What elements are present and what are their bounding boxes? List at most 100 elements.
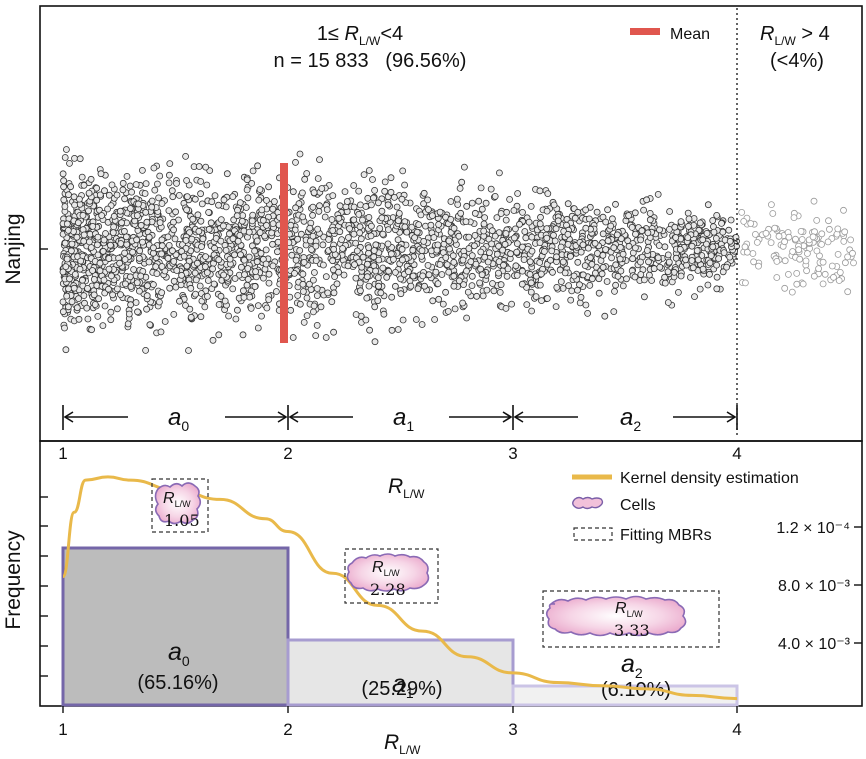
scatter-point — [365, 244, 373, 252]
scatter-point — [148, 203, 156, 211]
scatter-point — [135, 287, 143, 295]
scatter-point — [310, 302, 318, 310]
scatter-point — [312, 257, 320, 265]
scatter-point — [473, 292, 481, 300]
scatter-point-tail — [753, 238, 761, 246]
scatter-point — [63, 220, 71, 228]
bottom-y-label: Frequency — [2, 530, 25, 630]
scatter-point — [713, 273, 721, 281]
scatter-point — [434, 280, 442, 288]
scatter-point-tail — [835, 277, 843, 284]
scatter-point — [100, 236, 108, 244]
scatter-point — [703, 229, 711, 237]
scatter-point — [343, 198, 351, 205]
scatter-point — [713, 285, 721, 293]
scatter-point-tail — [799, 280, 807, 288]
scatter-point — [145, 258, 153, 266]
scatter-point — [225, 230, 233, 238]
scatter-point — [537, 213, 544, 221]
scatter-point — [434, 241, 442, 249]
scatter-point — [379, 264, 387, 272]
scatter-point — [145, 233, 153, 241]
scatter-point — [309, 232, 317, 240]
scatter-point — [125, 310, 133, 318]
scatter-point — [73, 233, 81, 241]
scatter-point — [487, 185, 495, 193]
scatter-point-tail — [826, 225, 833, 233]
scatter-point — [317, 303, 325, 311]
scatter-point — [107, 241, 114, 249]
scatter-point — [94, 233, 102, 241]
scatter-point — [259, 274, 267, 282]
scatter-point — [483, 286, 491, 294]
scatter-point — [641, 276, 648, 284]
scatter-point-tail — [789, 248, 796, 255]
scatter-point — [249, 167, 257, 175]
scatter-point — [99, 247, 107, 255]
scatter-point — [77, 257, 85, 265]
scatter-point — [468, 272, 476, 280]
scatter-point — [328, 298, 336, 306]
scatter-point — [632, 230, 639, 238]
scatter-point-tail — [818, 230, 826, 238]
scatter-point-tail — [825, 217, 832, 225]
scatter-point — [574, 286, 581, 294]
scatter-point — [258, 206, 266, 214]
scatter-point — [477, 184, 485, 192]
scatter-point — [511, 234, 518, 242]
scatter-point — [444, 307, 452, 315]
scatter-point — [616, 255, 624, 263]
scatter-point — [387, 188, 395, 196]
scatter-point-tail — [813, 247, 821, 255]
legend-kde-label: Kernel density estimation — [620, 470, 799, 487]
scatter-point — [239, 331, 247, 339]
scatter-point — [438, 271, 446, 278]
scatter-point — [528, 247, 536, 255]
scatter-point — [336, 228, 344, 236]
scatter-point — [367, 222, 375, 230]
scatter-point-tail — [797, 227, 805, 235]
scatter-point — [133, 212, 141, 219]
scatter-point — [328, 216, 336, 223]
scatter-point — [704, 281, 712, 289]
scatter-point — [80, 231, 88, 239]
scatter-point — [527, 288, 535, 296]
scatter-point — [374, 199, 382, 207]
scatter-point — [105, 265, 113, 273]
scatter-point-tail — [834, 225, 842, 233]
scatter-point — [732, 233, 740, 241]
scatter-point — [557, 243, 565, 251]
scatter-point — [253, 237, 261, 245]
scatter-point — [477, 248, 485, 256]
scatter-point — [65, 191, 72, 199]
scatter-point — [215, 256, 223, 264]
scatter-point — [641, 293, 648, 301]
scatter-point — [456, 184, 464, 192]
scatter-point — [696, 285, 704, 293]
scatter-point — [516, 220, 523, 228]
scatter-point — [367, 201, 375, 209]
scatter-point — [138, 166, 146, 174]
scatter-point — [420, 189, 428, 197]
scatter-point — [646, 209, 654, 217]
scatter-point — [495, 242, 503, 250]
scatter-point — [581, 262, 589, 270]
scatter-point — [158, 236, 166, 244]
scatter-point — [655, 242, 663, 249]
scatter-point — [685, 222, 692, 230]
scatter-point — [485, 249, 493, 257]
scatter-point — [248, 217, 256, 225]
scatter-point — [65, 303, 72, 311]
scatter-point — [319, 241, 327, 249]
scatter-point — [502, 230, 510, 237]
scatter-point — [364, 194, 372, 202]
scatter-point — [543, 225, 551, 233]
scatter-point — [143, 305, 151, 313]
scatter-point — [211, 192, 219, 200]
bar-label-a2: a2 — [621, 650, 643, 681]
scatter-point — [104, 205, 111, 213]
scatter-point — [94, 312, 102, 320]
scatter-point — [712, 234, 720, 242]
scatter-point — [436, 208, 444, 216]
